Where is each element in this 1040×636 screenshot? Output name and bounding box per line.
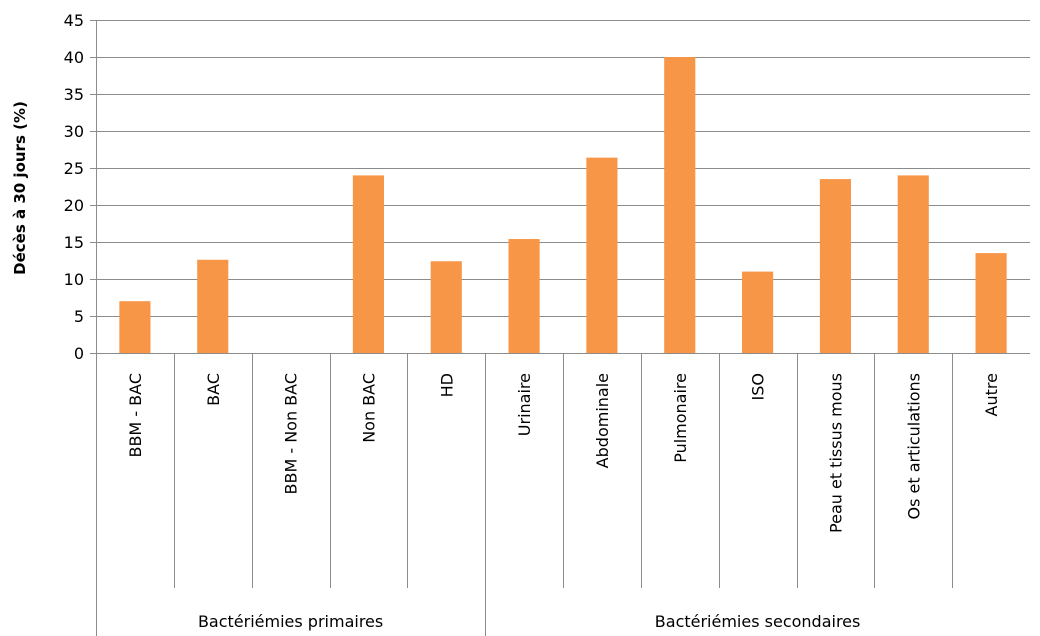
bars (119, 57, 1007, 353)
gridlines (96, 20, 1030, 317)
y-tick-label: 5 (74, 307, 84, 326)
y-tick-label: 30 (64, 122, 84, 141)
category-label: Non BAC (359, 373, 378, 443)
y-tick-label: 0 (74, 344, 84, 363)
category-label: Os et articulations (904, 373, 923, 520)
category-label: BAC (204, 373, 223, 406)
y-tick-label: 10 (64, 270, 84, 289)
category-label: BBM - Non BAC (282, 373, 301, 495)
y-tick-label: 15 (64, 233, 84, 252)
category-label: Abdominale (593, 373, 612, 468)
bar (508, 239, 540, 353)
category-label: Autre (982, 373, 1001, 416)
bar (197, 259, 229, 353)
bar (664, 57, 696, 353)
y-tick-label: 45 (64, 11, 84, 30)
category-label: HD (437, 373, 456, 397)
y-tick-label: 35 (64, 85, 84, 104)
y-axis-title: Décès à 30 jours (%) (11, 101, 29, 275)
group-label: Bactériémies primaires (198, 612, 383, 631)
labels: 0 5 10 15 20 25 30 35 40 45 BBM - BAC BAC BBM - Non … (64, 11, 1001, 631)
category-label: Pulmonaire (671, 373, 690, 463)
bar (975, 253, 1007, 353)
bar (742, 271, 774, 353)
category-label: Urinaire (515, 373, 534, 436)
bar (119, 301, 151, 353)
y-tick-label: 20 (64, 196, 84, 215)
bar (819, 179, 851, 353)
y-tick-label: 25 (64, 159, 84, 178)
bar (430, 261, 462, 353)
category-label: Peau et tissus mous (826, 373, 845, 533)
axes (90, 20, 1030, 636)
category-label: ISO (749, 373, 768, 400)
bar (586, 157, 618, 353)
category-label: BBM - BAC (126, 373, 145, 458)
y-tick-label: 40 (64, 48, 84, 67)
group-label: Bactériémies secondaires (655, 612, 861, 631)
bar (352, 175, 384, 353)
bar (897, 175, 929, 353)
